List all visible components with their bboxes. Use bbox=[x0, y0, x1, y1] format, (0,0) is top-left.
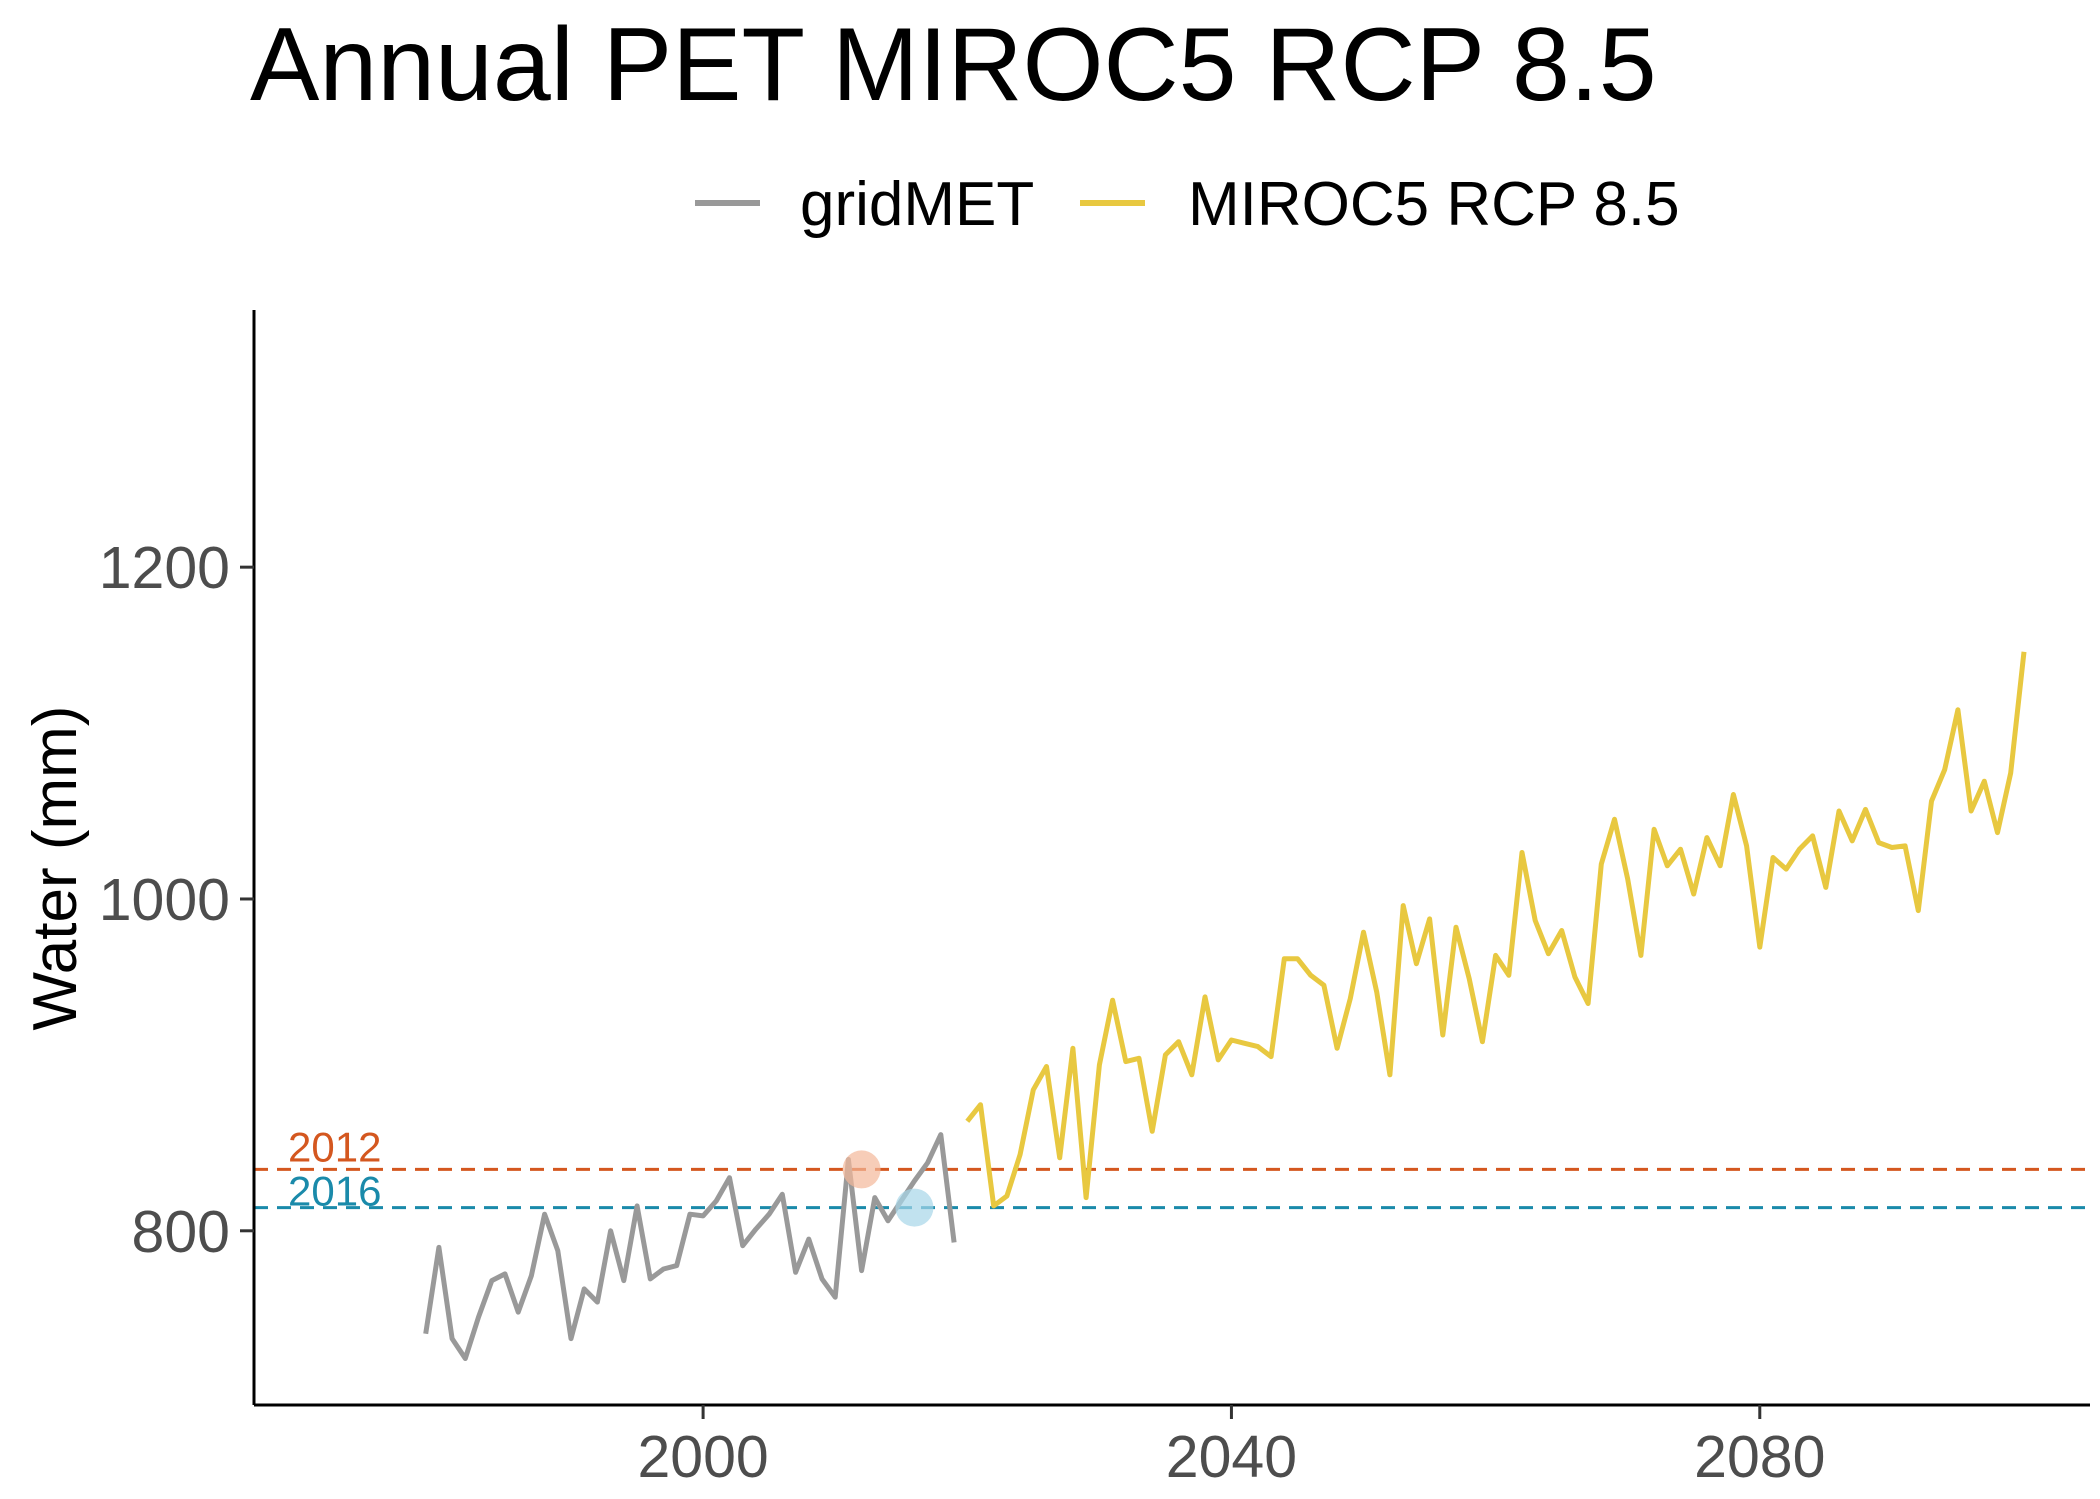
x-axis-ticks: 2000 2040 2080 bbox=[637, 1405, 1825, 1490]
y-tick-label: 800 bbox=[132, 1199, 230, 1265]
legend-label-miroc5: MIROC5 RCP 8.5 bbox=[1188, 170, 1680, 239]
reference-label-2012: 2012 bbox=[288, 1123, 381, 1170]
legend: gridMET MIROC5 RCP 8.5 bbox=[695, 170, 1680, 239]
series-line-gridmet bbox=[423, 1132, 957, 1361]
x-tick-label: 2040 bbox=[1166, 1424, 1297, 1490]
x-tick-label: 2000 bbox=[637, 1424, 768, 1490]
y-axis-title: Water (mm) bbox=[21, 706, 90, 1031]
highlight-point-2016 bbox=[895, 1188, 934, 1227]
reference-label-2016: 2016 bbox=[288, 1168, 381, 1215]
x-tick-label: 2080 bbox=[1694, 1424, 1825, 1490]
y-tick-label: 1200 bbox=[99, 535, 230, 601]
series-line-miroc5-rcp-8-5 bbox=[965, 651, 2027, 1209]
chart-title: Annual PET MIROC5 RCP 8.5 bbox=[250, 7, 1657, 123]
y-tick-label: 1000 bbox=[99, 867, 230, 933]
y-axis-ticks: 800 1000 1200 bbox=[99, 535, 254, 1265]
highlight-point-2012 bbox=[842, 1150, 881, 1189]
legend-label-gridmet: gridMET bbox=[800, 170, 1034, 239]
